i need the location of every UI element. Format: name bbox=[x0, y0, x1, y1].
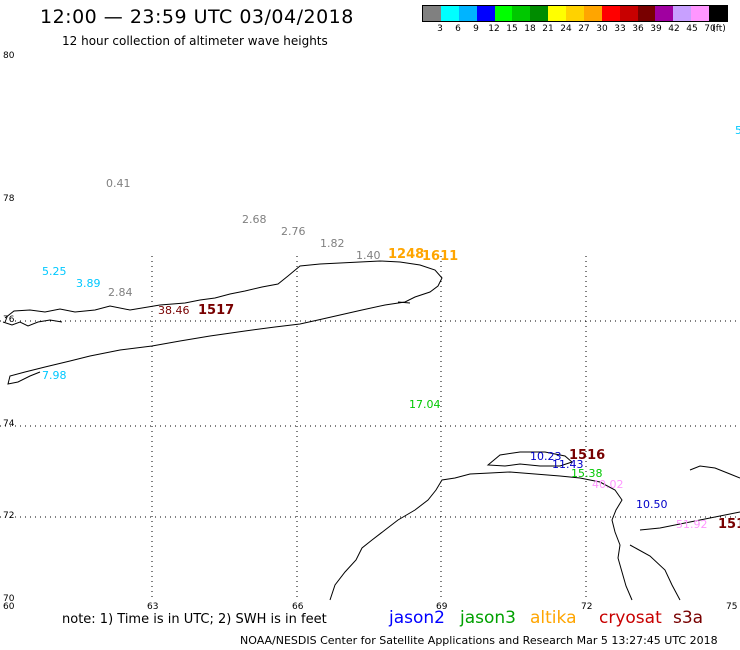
wave-height-label: 5 bbox=[735, 124, 740, 137]
track-novaya bbox=[397, 301, 411, 304]
grid-lines bbox=[0, 256, 740, 600]
wave-height-label: 1248 bbox=[388, 247, 425, 262]
color-swatch bbox=[691, 6, 709, 21]
wave-height-label: 2.68 bbox=[242, 213, 267, 226]
lat-label-72: 72 bbox=[3, 511, 15, 521]
wave-height-label: 38.46 bbox=[158, 304, 190, 317]
color-scale-label: 15 bbox=[506, 24, 518, 34]
satellite-jason3: jason3 bbox=[460, 608, 516, 628]
color-swatch bbox=[512, 6, 531, 21]
wave-height-label: 1517 bbox=[198, 303, 235, 318]
lat-label-78: 78 bbox=[3, 194, 15, 204]
wave-height-label: 17.04 bbox=[409, 398, 441, 411]
lon-label-69: 69 bbox=[436, 602, 448, 612]
coastline-island-west bbox=[2, 319, 63, 327]
color-scale-label: 24 bbox=[560, 24, 572, 34]
coastline-peninsula-east bbox=[689, 465, 740, 479]
color-swatch bbox=[423, 6, 441, 21]
color-scale-label: (ft) bbox=[712, 24, 726, 34]
color-scale-label: 33 bbox=[614, 24, 626, 34]
color-swatch bbox=[530, 6, 549, 21]
color-scale-label: 9 bbox=[473, 24, 479, 34]
color-scale-label: 45 bbox=[686, 24, 698, 34]
color-scale-legend: 3 6 9 12 15 18 21 24 27 30 33 36 39 42 45 70 (ft) bbox=[422, 5, 728, 35]
map-subtitle: 12 hour collection of altimeter wave hei… bbox=[62, 34, 328, 48]
satellite-tracks bbox=[397, 301, 411, 304]
wave-height-label: 151 bbox=[718, 517, 740, 532]
wave-height-label: 10.23 bbox=[530, 450, 562, 463]
coastline-yamal bbox=[329, 471, 633, 601]
color-scale-label: 36 bbox=[632, 24, 644, 34]
coastline-east-shore bbox=[639, 511, 740, 531]
wave-height-label: 0.41 bbox=[106, 177, 131, 190]
lat-label-76: 76 bbox=[3, 315, 15, 325]
wave-height-label: 1611 bbox=[422, 249, 459, 264]
satellite-altika: altika bbox=[530, 608, 577, 628]
color-swatch bbox=[619, 6, 638, 21]
wave-height-label: 3.89 bbox=[76, 277, 101, 290]
color-scale-labels: 3 6 9 12 15 18 21 24 27 30 33 36 39 42 45 70 (ft) bbox=[422, 22, 728, 36]
coastline-gulf bbox=[629, 544, 681, 601]
color-swatch bbox=[548, 6, 566, 21]
wave-height-label: 2.84 bbox=[108, 286, 133, 299]
wave-height-label: 10.50 bbox=[636, 498, 668, 511]
wave-height-label: 7.98 bbox=[42, 369, 67, 382]
satellite-cryosat: cryosat bbox=[599, 608, 662, 628]
lon-label-75: 75 bbox=[726, 602, 738, 612]
color-swatch bbox=[601, 6, 620, 21]
coastline-novaya-zemlya bbox=[4, 260, 443, 385]
color-swatch bbox=[566, 6, 584, 21]
satellite-jason2: jason2 bbox=[389, 608, 445, 628]
lon-label-72: 72 bbox=[581, 602, 593, 612]
color-scale-label: 70 bbox=[704, 24, 716, 34]
wave-height-label: 5.25 bbox=[42, 265, 67, 278]
footer-note: note: 1) Time is in UTC; 2) SWH is in fe… bbox=[62, 612, 327, 627]
color-swatch bbox=[440, 6, 459, 21]
color-swatch bbox=[494, 6, 513, 21]
color-scale-label: 18 bbox=[524, 24, 536, 34]
lat-label-70: 70 bbox=[3, 594, 15, 604]
wave-height-label: 11.43 bbox=[552, 458, 584, 471]
wave-height-label: 1.82 bbox=[320, 237, 345, 250]
coastline-belyy-island bbox=[486, 451, 573, 467]
color-swatch bbox=[458, 6, 477, 21]
color-scale-label: 12 bbox=[488, 24, 500, 34]
wave-height-label: 15.38 bbox=[571, 467, 603, 480]
color-scale-label: 39 bbox=[650, 24, 662, 34]
credit-line: NOAA/NESDIS Center for Satellite Applica… bbox=[240, 634, 718, 647]
wave-height-label: 40.02 bbox=[592, 478, 624, 491]
lon-label-66: 66 bbox=[292, 602, 304, 612]
coastline bbox=[2, 260, 740, 601]
wave-height-label: 1516 bbox=[569, 448, 606, 463]
color-swatch bbox=[476, 6, 495, 21]
color-scale-label: 6 bbox=[455, 24, 461, 34]
color-swatch bbox=[583, 6, 602, 21]
wave-height-label: 1.40 bbox=[356, 249, 381, 262]
color-swatch bbox=[709, 6, 727, 21]
color-scale-label: 27 bbox=[578, 24, 590, 34]
color-scale-label: 42 bbox=[668, 24, 680, 34]
color-swatch bbox=[655, 6, 674, 21]
color-swatch bbox=[637, 6, 656, 21]
lat-label-74: 74 bbox=[3, 419, 15, 429]
satellite-s3a: s3a bbox=[673, 608, 704, 628]
wave-height-label: 51.92 bbox=[676, 518, 708, 531]
color-scale-label: 30 bbox=[596, 24, 608, 34]
color-swatch bbox=[673, 6, 692, 21]
wave-height-label: 2.76 bbox=[281, 225, 306, 238]
color-scale-label: 3 bbox=[437, 24, 443, 34]
color-scale-bar bbox=[422, 5, 728, 22]
map-title: 12:00 — 23:59 UTC 03/04/2018 bbox=[40, 6, 354, 28]
lon-label-63: 63 bbox=[147, 602, 159, 612]
lon-label-60: 60 bbox=[3, 602, 15, 612]
lat-label-80: 80 bbox=[3, 51, 15, 61]
color-scale-label: 21 bbox=[542, 24, 554, 34]
